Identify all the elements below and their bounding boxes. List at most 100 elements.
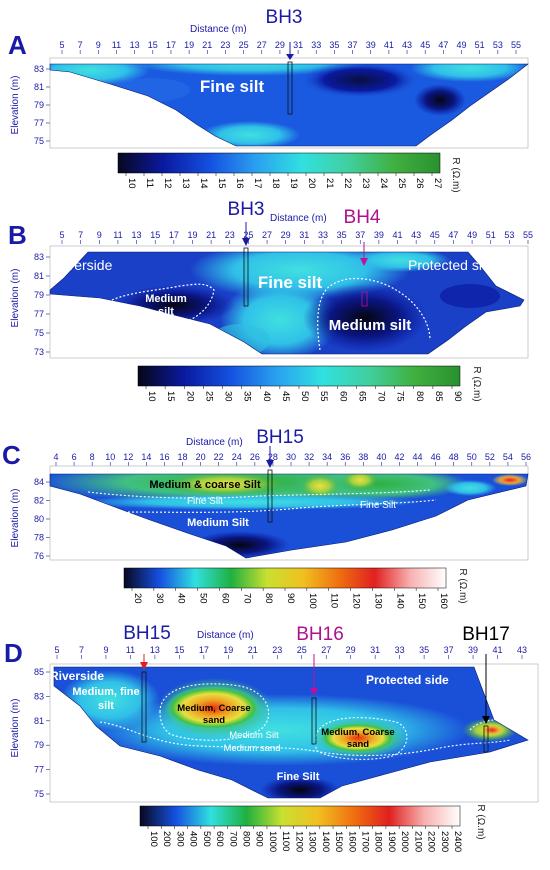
x-tick-label: 36 xyxy=(340,452,350,462)
x-tick-label: 5 xyxy=(59,40,64,50)
x-tick-label: 43 xyxy=(402,40,412,50)
colorbar-tick-label: 85 xyxy=(433,391,444,402)
x-tick-label: 22 xyxy=(214,452,224,462)
panel-d-zone-medium-sand: Medium sand xyxy=(223,743,280,754)
colorbar-tick-label: 27 xyxy=(432,178,443,189)
colorbar-tick-label: 50 xyxy=(299,391,310,402)
panel-a-letter: A xyxy=(8,30,27,60)
x-tick-label: 13 xyxy=(130,40,140,50)
colorbar-tick-label: 70 xyxy=(376,391,387,402)
y-tick-label: 83 xyxy=(34,252,44,262)
colorbar-tick-label: 18 xyxy=(270,178,281,189)
x-tick-label: 19 xyxy=(184,40,194,50)
x-tick-label: 51 xyxy=(475,40,485,50)
x-tick-label: 31 xyxy=(293,40,303,50)
x-tick-label: 35 xyxy=(337,230,347,240)
panel-d-side-right: Protected side xyxy=(366,673,449,687)
x-tick-label: 14 xyxy=(141,452,151,462)
panel-d-section xyxy=(54,667,528,798)
panel-d-y-ticks: 85 83 81 79 77 75 xyxy=(34,667,50,799)
colorbar-tick-label: 1100 xyxy=(280,831,291,851)
x-tick-label: 50 xyxy=(467,452,477,462)
x-tick-label: 39 xyxy=(366,40,376,50)
x-tick-label: 26 xyxy=(250,452,260,462)
x-tick-label: 11 xyxy=(113,230,122,240)
x-tick-label: 30 xyxy=(286,452,296,462)
panel-d-bh17-label: BH17 xyxy=(462,624,510,645)
x-tick-label: 55 xyxy=(523,230,533,240)
x-tick-label: 29 xyxy=(346,645,356,655)
x-tick-label: 32 xyxy=(304,452,314,462)
x-tick-label: 31 xyxy=(370,645,380,655)
panel-c-bh15-arrow xyxy=(266,460,274,468)
panel-b-section xyxy=(50,252,524,354)
x-tick-label: 16 xyxy=(159,452,169,462)
panel-d-zone-fine-silt: Fine Silt xyxy=(277,771,320,783)
y-tick-label: 81 xyxy=(34,716,44,726)
colorbar-tick-label: 10 xyxy=(126,178,137,189)
x-tick-label: 42 xyxy=(394,452,404,462)
colorbar-tick-label: 1600 xyxy=(346,831,357,852)
x-tick-label: 34 xyxy=(322,452,332,462)
panel-d-zone-coarse-sand-2: Medium, Coarse sand xyxy=(321,727,394,750)
x-tick-label: 37 xyxy=(348,40,358,50)
y-tick-label: 76 xyxy=(34,551,44,561)
colorbar-tick-label: 60 xyxy=(337,391,348,402)
x-tick-label: 31 xyxy=(299,230,309,240)
colorbar-tick-label: 400 xyxy=(188,831,199,847)
colorbar-tick-label: 13 xyxy=(180,178,191,189)
x-tick-label: 27 xyxy=(257,40,267,50)
x-tick-label: 40 xyxy=(376,452,386,462)
x-tick-label: 23 xyxy=(272,645,282,655)
panel-d-bh15-arrow xyxy=(140,662,148,670)
x-tick-label: 25 xyxy=(243,230,253,240)
x-tick-label: 43 xyxy=(411,230,421,240)
panel-d-letter: D xyxy=(4,638,23,668)
colorbar-tick-label: 200 xyxy=(161,831,172,847)
panel-b-xlabel: Distance (m) xyxy=(270,213,327,224)
colorbar-tick-label: 120 xyxy=(351,593,362,609)
panel-d-colorbar-ticks: 100 200 300 400 500 600 700 800 900 1000 1100 1200 1… xyxy=(147,826,463,852)
colorbar-tick-label: 140 xyxy=(394,593,405,609)
x-tick-label: 47 xyxy=(438,40,448,50)
panel-c-zone-fine-silt-1: Fine Silt xyxy=(187,496,223,507)
colorbar-tick-label: 30 xyxy=(154,593,165,604)
panel-b-ylabel: Elevation (m) xyxy=(10,269,21,328)
colorbar-tick-label: 150 xyxy=(416,593,427,609)
panel-b-zone-medium-silt-right: Medium silt xyxy=(329,317,412,334)
x-tick-label: 15 xyxy=(174,645,184,655)
colorbar-tick-label: 700 xyxy=(227,831,238,847)
x-tick-label: 23 xyxy=(225,230,235,240)
colorbar-tick-label: 2000 xyxy=(399,831,410,852)
y-tick-label: 84 xyxy=(34,477,44,487)
colorbar-tick-label: 2400 xyxy=(452,831,463,852)
panel-c-y-ticks: 84 82 80 78 76 xyxy=(34,477,50,561)
panel-b-side-left: Riverside xyxy=(54,257,113,273)
colorbar-tick-label: 15 xyxy=(216,178,227,189)
panel-a-zone-fine-silt: Fine silt xyxy=(200,77,265,96)
x-tick-label: 39 xyxy=(374,230,384,240)
panel-c-colorbar xyxy=(123,567,447,589)
x-tick-label: 15 xyxy=(148,40,158,50)
x-tick-label: 27 xyxy=(321,645,331,655)
y-tick-label: 75 xyxy=(34,136,44,146)
colorbar-tick-label: 1200 xyxy=(293,831,304,852)
x-tick-label: 15 xyxy=(150,230,160,240)
panel-d-zone-medium-silt: Medium Silt xyxy=(229,730,279,741)
panel-d-bh16-arrow xyxy=(310,688,318,696)
colorbar-tick-label: 60 xyxy=(219,593,230,604)
panel-c-zone-medium-silt: Medium Silt xyxy=(187,517,249,529)
colorbar-tick-label: 1400 xyxy=(320,831,331,852)
x-tick-label: 24 xyxy=(232,452,242,462)
colorbar-tick-label: 65 xyxy=(356,391,367,402)
x-tick-label: 25 xyxy=(239,40,249,50)
x-tick-label: 33 xyxy=(395,645,405,655)
panel-c-colorbar-ticks: 20 30 40 50 60 70 80 90 100 110 120 130 140 150 160 xyxy=(131,588,449,609)
x-tick-label: 37 xyxy=(444,645,454,655)
colorbar-tick-label: 12 xyxy=(162,178,173,189)
x-tick-label: 35 xyxy=(329,40,339,50)
colorbar-tick-label: 50 xyxy=(198,593,209,604)
panel-d-zone-medium-fine-silt: Medium, fine silt xyxy=(72,686,139,712)
panel-c-zone-fine-silt-2: Fine Silt xyxy=(360,500,396,511)
panel-c-bh15-label: BH15 xyxy=(256,427,304,448)
